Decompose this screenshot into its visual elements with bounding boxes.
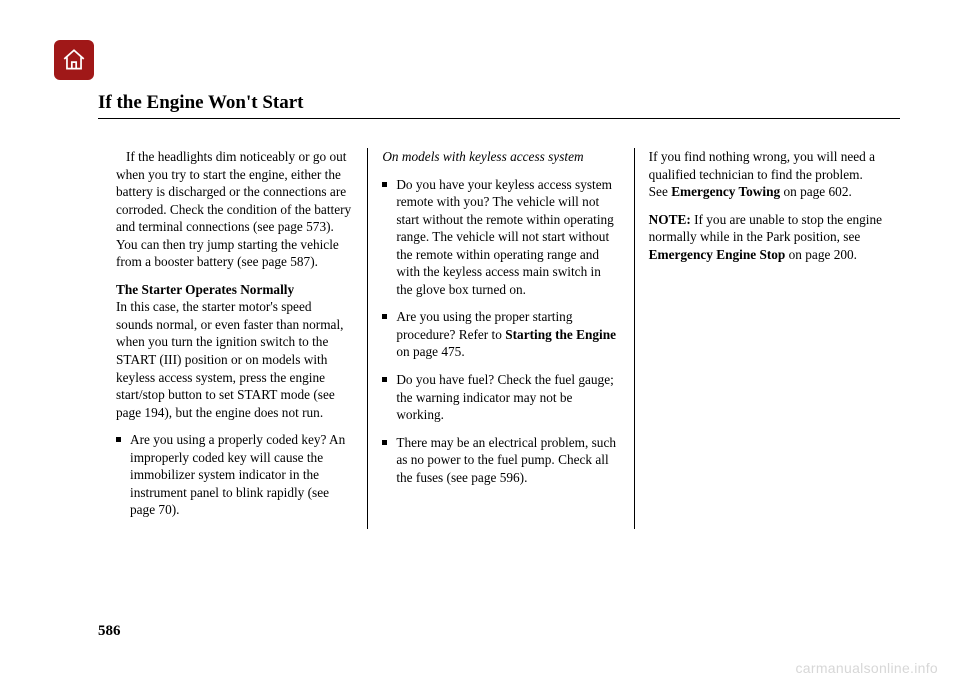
col2-bullet3: Do you have fuel? Check the fuel gauge; …	[382, 371, 617, 424]
watermark: carmanualsonline.info	[796, 660, 939, 676]
col3-p1-bold: Emergency Towing	[671, 184, 780, 199]
col3-p2: NOTE: If you are unable to stop the engi…	[649, 211, 884, 264]
home-icon[interactable]	[54, 40, 94, 80]
col2-bullet4: There may be an electrical problem, such…	[382, 434, 617, 487]
col2-b2-bold: Starting the Engine	[505, 327, 616, 342]
col3-p1: If you find nothing wrong, you will need…	[649, 148, 884, 201]
col2-bullet2: Are you using the proper starting proced…	[382, 308, 617, 361]
col1-bullet1: Are you using a properly coded key? An i…	[116, 431, 351, 519]
col1-p1: If the headlights dim noticeably or go o…	[116, 148, 351, 271]
column-1: If the headlights dim noticeably or go o…	[98, 148, 368, 529]
page-title: If the Engine Won't Start	[98, 92, 304, 114]
content-columns: If the headlights dim noticeably or go o…	[98, 148, 900, 529]
note-label: NOTE:	[649, 212, 691, 227]
col2-b2-text-c: on page 475.	[396, 344, 464, 359]
column-3: If you find nothing wrong, you will need…	[635, 148, 900, 529]
page-number: 586	[98, 623, 121, 640]
col3-p2-c: on page 200.	[785, 247, 857, 262]
col1-block2: The Starter Operates Normally In this ca…	[116, 281, 351, 421]
col2-h1: On models with keyless access system	[382, 148, 617, 166]
column-2: On models with keyless access system Do …	[368, 148, 634, 529]
col3-p2-bold: Emergency Engine Stop	[649, 247, 786, 262]
col1-h1: The Starter Operates Normally	[116, 282, 294, 297]
col2-bullet1: Do you have your keyless access system r…	[382, 176, 617, 299]
col3-p1-c: on page 602.	[780, 184, 852, 199]
col1-p2: In this case, the starter motor's speed …	[116, 299, 343, 419]
title-rule	[98, 118, 900, 119]
